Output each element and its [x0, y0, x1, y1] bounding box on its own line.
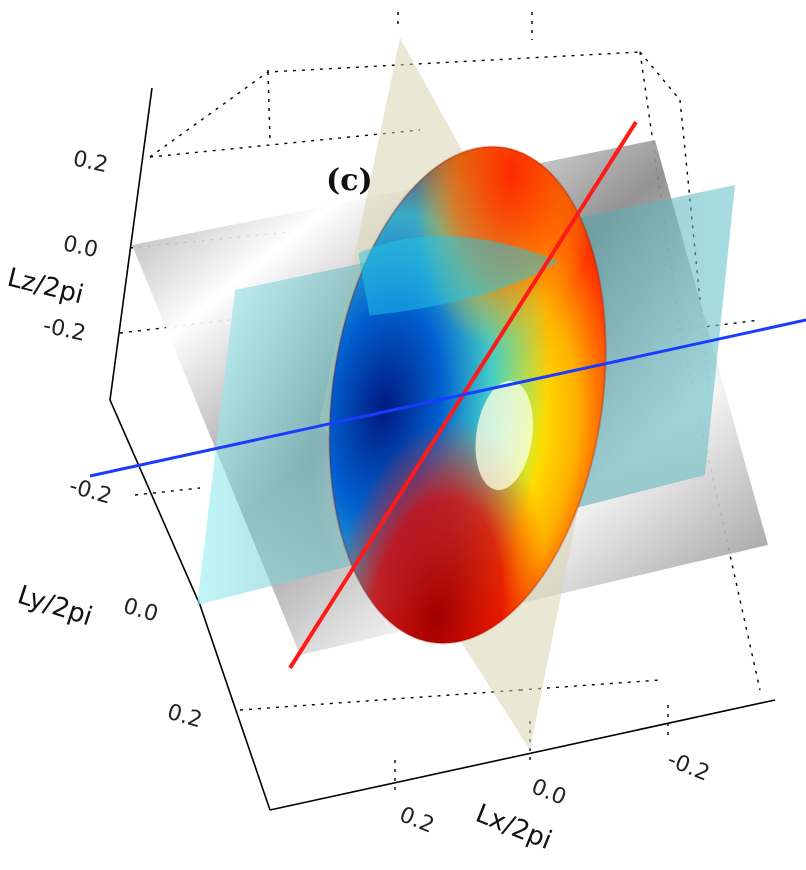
- y-axis-label: Ly/2pi: [14, 580, 96, 632]
- panel-label: (c): [326, 163, 373, 198]
- x-tick-2: 0.0: [528, 774, 570, 810]
- z-axis-label: Lz/2pi: [4, 263, 86, 311]
- blue-axis-line: [89, 318, 806, 478]
- x-tick-1: 0.2: [396, 802, 438, 838]
- y-tick-3: 0.2: [164, 700, 205, 734]
- x-tick-3: -0.2: [664, 747, 713, 786]
- y-tick-2: 0.0: [120, 594, 161, 628]
- z-tick-1: 0.2: [71, 146, 110, 178]
- y-tick-1: -0.2: [66, 474, 114, 510]
- axis-frame: [109, 87, 776, 811]
- z-tick-2: 0.0: [61, 231, 100, 263]
- z-tick-3: -0.2: [41, 313, 88, 346]
- x-axis-label: Lx/2pi: [471, 799, 555, 856]
